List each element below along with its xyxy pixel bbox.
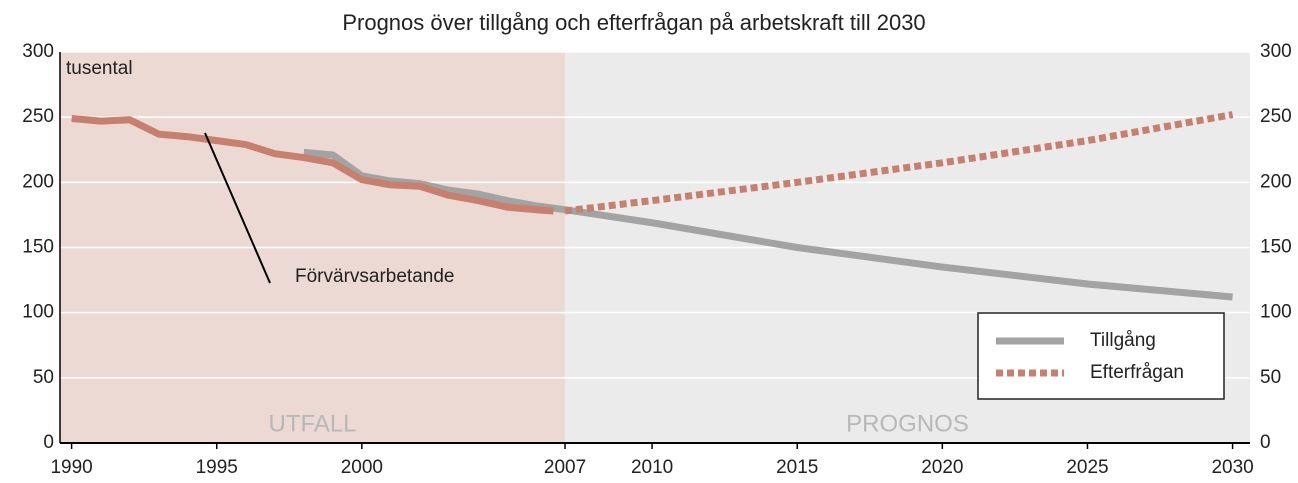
legend-label: Efterfrågan xyxy=(1090,362,1184,383)
y-tick-label: 250 xyxy=(22,106,54,127)
y2-tick-label: 300 xyxy=(1260,41,1292,62)
chart-title: Prognos över tillgång och efterfrågan på… xyxy=(342,10,925,35)
annotation: Förvärvsarbetande xyxy=(295,266,454,287)
region-label: PROGNOS xyxy=(846,410,969,437)
y-axis-label: tusental xyxy=(66,58,133,79)
y2-tick-label: 250 xyxy=(1260,106,1292,127)
y-tick-label: 50 xyxy=(33,367,54,388)
y-tick-label: 200 xyxy=(22,171,54,192)
y-tick-label: 150 xyxy=(22,237,54,258)
y-tick-label: 300 xyxy=(22,41,54,62)
y2-tick-label: 200 xyxy=(1260,171,1292,192)
x-tick-label: 2015 xyxy=(776,457,818,478)
legend: Tillgång Efterfrågan xyxy=(977,312,1225,400)
x-tick-label: 2025 xyxy=(1066,457,1108,478)
y-tick-label: 0 xyxy=(43,432,54,453)
y2-tick-label: 50 xyxy=(1260,367,1281,388)
x-tick-label: 1995 xyxy=(196,457,238,478)
x-tick-label: 2010 xyxy=(631,457,673,478)
series-line xyxy=(303,148,1233,301)
x-tick-label: 1990 xyxy=(50,457,92,478)
x-tick-label: 2030 xyxy=(1211,457,1253,478)
x-tick-label: 2020 xyxy=(921,457,963,478)
x-tick-label: 2007 xyxy=(544,457,586,478)
series-line xyxy=(564,111,1234,215)
y-tick-label: 100 xyxy=(22,302,54,323)
legend-label: Tillgång xyxy=(1090,330,1156,351)
x-tick-label: 2000 xyxy=(341,457,383,478)
legend-box xyxy=(977,312,1225,400)
annotation-leader xyxy=(204,132,271,284)
series-line xyxy=(71,114,554,215)
region-label: UTFALL xyxy=(268,410,356,437)
y2-tick-label: 150 xyxy=(1260,237,1292,258)
y2-tick-label: 0 xyxy=(1260,432,1271,453)
y2-tick-label: 100 xyxy=(1260,302,1292,323)
